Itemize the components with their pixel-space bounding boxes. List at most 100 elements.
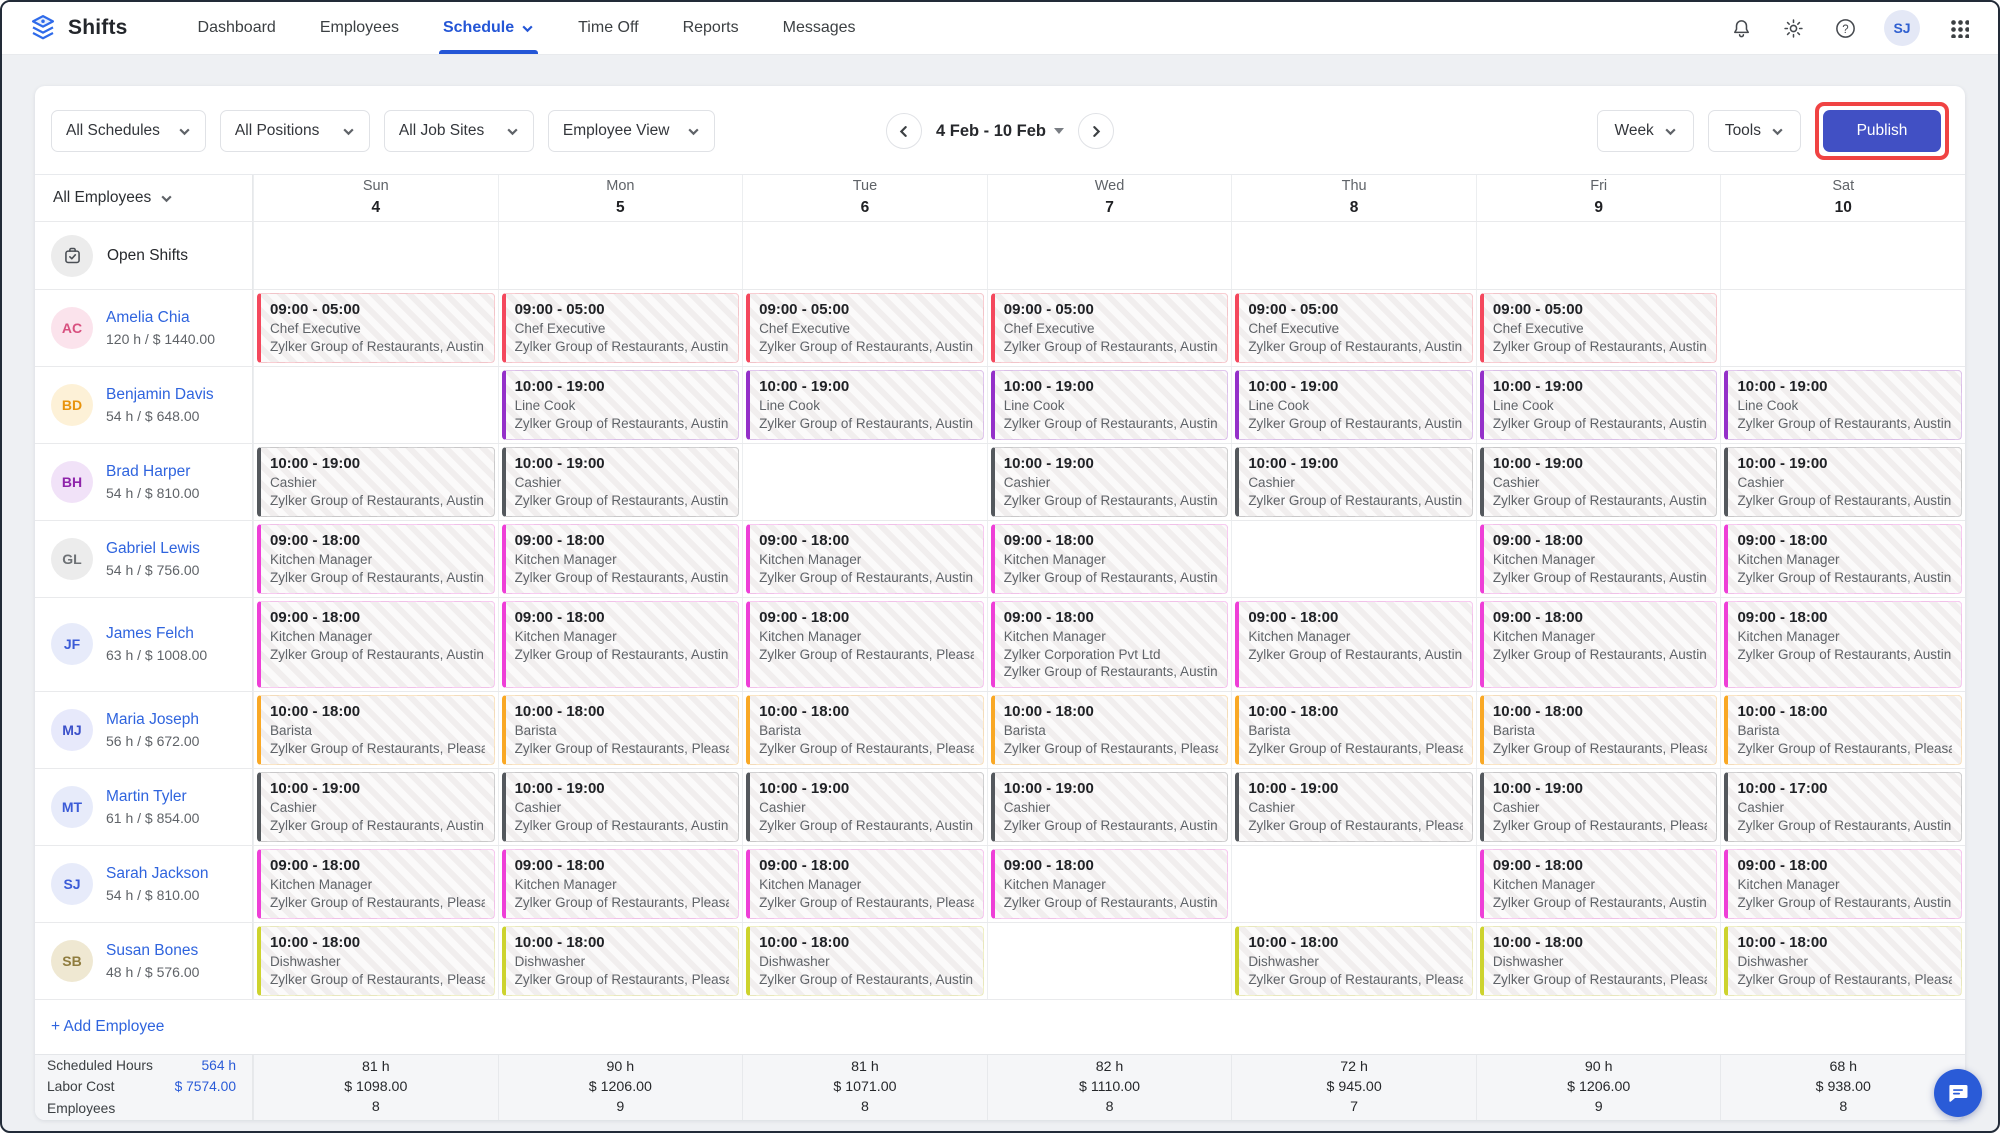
employee-name-link[interactable]: Susan Bones	[106, 941, 199, 959]
notifications-bell-icon[interactable]	[1728, 15, 1754, 41]
shift-card[interactable]: 10:00 - 18:00 Barista Zylker Group of Rest…	[746, 695, 984, 766]
shift-card[interactable]: 09:00 - 18:00 Kitchen Manager Zylker Group…	[990, 523, 1229, 594]
shift-card[interactable]: 10:00 - 19:00 Cashier Zylker Group of Rest…	[257, 446, 495, 517]
shift-cell[interactable]: 10:00 - 17:00 Cashier Zylker Group of Rest…	[1720, 769, 1965, 845]
shift-card[interactable]: 10:00 - 18:00 Barista Zylker Group of Rest…	[1235, 695, 1473, 766]
nav-messages[interactable]: Messages	[782, 19, 856, 36]
shift-card[interactable]: 09:00 - 05:00 Chef Executive Zylker Group …	[501, 293, 740, 363]
shift-card[interactable]: 10:00 - 18:00 Barista Zylker Group of Rest…	[1479, 695, 1718, 766]
shift-cell[interactable]: 09:00 - 18:00 Kitchen Manager Zylker Group…	[1231, 597, 1476, 692]
shift-cell[interactable]: 10:00 - 19:00 Cashier Zylker Group of Rest…	[253, 769, 498, 845]
shift-cell[interactable]: 10:00 - 18:00 Barista Zylker Group of Rest…	[742, 692, 987, 769]
apps-grid-icon[interactable]	[1946, 15, 1972, 41]
shift-cell[interactable]: 09:00 - 05:00 Chef Executive Zylker Group …	[1475, 290, 1721, 366]
shift-cell[interactable]: 09:00 - 18:00 Kitchen Manager Zylker Group…	[742, 520, 987, 597]
shift-cell[interactable]: 09:00 - 18:00 Kitchen Manager Zylker Group…	[1475, 845, 1721, 922]
shift-card[interactable]: 10:00 - 19:00 Line Cook Zylker Group of Re…	[1724, 369, 1963, 440]
open-shift-cell[interactable]	[986, 222, 1232, 289]
settings-gear-icon[interactable]	[1780, 15, 1806, 41]
shift-card[interactable]: 10:00 - 18:00 Dishwasher Zylker Group of R…	[1724, 925, 1963, 996]
shift-cell[interactable]: 10:00 - 19:00 Cashier Zylker Group of Rest…	[253, 443, 498, 520]
open-shift-cell[interactable]	[1720, 222, 1965, 289]
help-icon[interactable]: ?	[1832, 15, 1858, 41]
shift-cell[interactable]: 10:00 - 18:00 Dishwasher Zylker Group of R…	[253, 922, 498, 999]
shift-card[interactable]: 10:00 - 19:00 Line Cook Zylker Group of Re…	[1479, 369, 1718, 440]
shift-card[interactable]: 10:00 - 18:00 Barista Zylker Group of Rest…	[990, 695, 1229, 766]
open-shift-cell[interactable]	[742, 222, 987, 289]
shift-cell[interactable]: 09:00 - 05:00 Chef Executive Zylker Group …	[986, 290, 1232, 366]
shift-cell[interactable]: 09:00 - 18:00 Kitchen Manager Zylker Group…	[1475, 597, 1721, 692]
shift-cell[interactable]: 10:00 - 18:00 Barista Zylker Group of Rest…	[986, 692, 1232, 769]
shift-card[interactable]: 10:00 - 19:00 Line Cook Zylker Group of Re…	[990, 369, 1229, 440]
user-avatar[interactable]: SJ	[1884, 10, 1920, 46]
shift-cell[interactable]	[253, 366, 498, 443]
shift-card[interactable]: 10:00 - 19:00 Cashier Zylker Group of Rest…	[501, 446, 740, 517]
shift-card[interactable]: 10:00 - 19:00 Line Cook Zylker Group of Re…	[746, 369, 984, 440]
shift-cell[interactable]: 10:00 - 19:00 Cashier Zylker Group of Rest…	[1475, 443, 1721, 520]
shift-cell[interactable]: 10:00 - 19:00 Line Cook Zylker Group of Re…	[986, 366, 1232, 443]
schedules-filter-dropdown[interactable]: All Schedules	[51, 110, 206, 152]
shift-cell[interactable]: 10:00 - 18:00 Barista Zylker Group of Rest…	[497, 692, 743, 769]
shift-card[interactable]: 10:00 - 19:00 Cashier Zylker Group of Rest…	[746, 772, 984, 842]
shift-card[interactable]: 09:00 - 18:00 Kitchen Manager Zylker Group…	[1724, 523, 1963, 594]
all-employees-dropdown[interactable]: All Employees	[35, 175, 253, 221]
add-employee-button[interactable]: + Add Employee	[51, 1017, 165, 1035]
shift-card[interactable]: 10:00 - 19:00 Cashier Zylker Group of Rest…	[1479, 446, 1718, 517]
shift-cell[interactable]: 09:00 - 05:00 Chef Executive Zylker Group …	[497, 290, 743, 366]
shift-cell[interactable]: 09:00 - 05:00 Chef Executive Zylker Group …	[253, 290, 498, 366]
shift-cell[interactable]: 10:00 - 18:00 Barista Zylker Group of Rest…	[1475, 692, 1721, 769]
shift-cell[interactable]: 10:00 - 18:00 Dishwasher Zylker Group of R…	[742, 922, 987, 999]
shift-card[interactable]: 09:00 - 05:00 Chef Executive Zylker Group …	[1235, 293, 1473, 363]
shift-card[interactable]: 09:00 - 05:00 Chef Executive Zylker Group …	[1479, 293, 1718, 363]
open-shift-cell[interactable]	[1475, 222, 1721, 289]
shift-cell[interactable]: 09:00 - 18:00 Kitchen Manager Zylker Group…	[742, 845, 987, 922]
employee-name-link[interactable]: Gabriel Lewis	[106, 539, 200, 557]
shift-card[interactable]: 09:00 - 18:00 Kitchen Manager Zylker Group…	[1235, 600, 1473, 689]
chat-support-button[interactable]	[1934, 1069, 1982, 1117]
shift-card[interactable]: 10:00 - 19:00 Cashier Zylker Group of Rest…	[990, 772, 1229, 842]
app-logo[interactable]: Shifts	[28, 13, 128, 43]
employee-name-link[interactable]: Benjamin Davis	[106, 385, 214, 403]
shift-card[interactable]: 09:00 - 18:00 Kitchen Manager Zylker Group…	[257, 523, 495, 594]
shift-cell[interactable]: 10:00 - 19:00 Cashier Zylker Group of Rest…	[497, 769, 743, 845]
shift-cell[interactable]	[1231, 520, 1476, 597]
shift-cell[interactable]: 09:00 - 18:00 Kitchen Manager Zylker Group…	[253, 597, 498, 692]
week-view-dropdown[interactable]: Week	[1597, 110, 1694, 152]
shift-cell[interactable]: 10:00 - 18:00 Dishwasher Zylker Group of R…	[497, 922, 743, 999]
shift-cell[interactable]: 09:00 - 18:00 Kitchen Manager Zylker Group…	[253, 520, 498, 597]
shift-card[interactable]: 09:00 - 18:00 Kitchen Manager Zylker Group…	[501, 600, 740, 689]
shift-cell[interactable]: 10:00 - 19:00 Line Cook Zylker Group of Re…	[1720, 366, 1965, 443]
shift-cell[interactable]: 09:00 - 18:00 Kitchen Manager Zylker Group…	[497, 597, 743, 692]
shift-cell[interactable]: 09:00 - 05:00 Chef Executive Zylker Group …	[1231, 290, 1476, 366]
shift-cell[interactable]: 10:00 - 19:00 Cashier Zylker Group of Rest…	[1231, 769, 1476, 845]
open-shift-cell[interactable]	[497, 222, 743, 289]
labor-cost-total[interactable]: $ 7574.00	[174, 1079, 236, 1095]
employee-name-link[interactable]: Amelia Chia	[106, 308, 190, 326]
shift-card[interactable]: 09:00 - 18:00 Kitchen Manager Zylker Group…	[990, 848, 1229, 919]
shift-card[interactable]: 09:00 - 18:00 Kitchen Manager Zylker Group…	[746, 600, 984, 689]
shift-card[interactable]: 10:00 - 18:00 Dishwasher Zylker Group of R…	[501, 925, 740, 996]
nav-reports[interactable]: Reports	[682, 19, 739, 36]
nav-employees[interactable]: Employees	[319, 19, 399, 36]
shift-card[interactable]: 10:00 - 19:00 Line Cook Zylker Group of Re…	[501, 369, 740, 440]
shift-cell[interactable]: 10:00 - 18:00 Barista Zylker Group of Rest…	[1720, 692, 1965, 769]
shift-cell[interactable]: 10:00 - 19:00 Cashier Zylker Group of Rest…	[986, 443, 1232, 520]
shift-card[interactable]: 09:00 - 18:00 Kitchen Manager Zylker Group…	[501, 848, 740, 919]
shift-card[interactable]: 10:00 - 18:00 Barista Zylker Group of Rest…	[501, 695, 740, 766]
shift-cell[interactable]: 09:00 - 18:00 Kitchen Manager Zylker Group…	[1475, 520, 1721, 597]
shift-card[interactable]: 09:00 - 18:00 Kitchen Manager Zylker Group…	[746, 848, 984, 919]
shift-cell[interactable]: 10:00 - 19:00 Cashier Zylker Group of Rest…	[1720, 443, 1965, 520]
nav-schedule[interactable]: Schedule	[438, 2, 539, 54]
shift-card[interactable]: 10:00 - 18:00 Dishwasher Zylker Group of R…	[1479, 925, 1718, 996]
shift-cell[interactable]: 10:00 - 19:00 Line Cook Zylker Group of Re…	[497, 366, 743, 443]
publish-button[interactable]: Publish	[1823, 110, 1941, 152]
date-range-selector[interactable]: 4 Feb - 10 Feb	[936, 122, 1065, 141]
nav-time-off[interactable]: Time Off	[578, 19, 639, 36]
previous-week-button[interactable]	[885, 113, 922, 149]
shift-card[interactable]: 09:00 - 05:00 Chef Executive Zylker Group …	[990, 293, 1229, 363]
job-sites-filter-dropdown[interactable]: All Job Sites	[383, 110, 534, 152]
shift-cell[interactable]	[1231, 845, 1476, 922]
shift-cell[interactable]: 10:00 - 18:00 Dishwasher Zylker Group of R…	[1720, 922, 1965, 999]
shift-cell[interactable]: 10:00 - 19:00 Line Cook Zylker Group of Re…	[742, 366, 987, 443]
shift-cell[interactable]: 09:00 - 18:00 Kitchen Manager Zylker Group…	[986, 845, 1232, 922]
